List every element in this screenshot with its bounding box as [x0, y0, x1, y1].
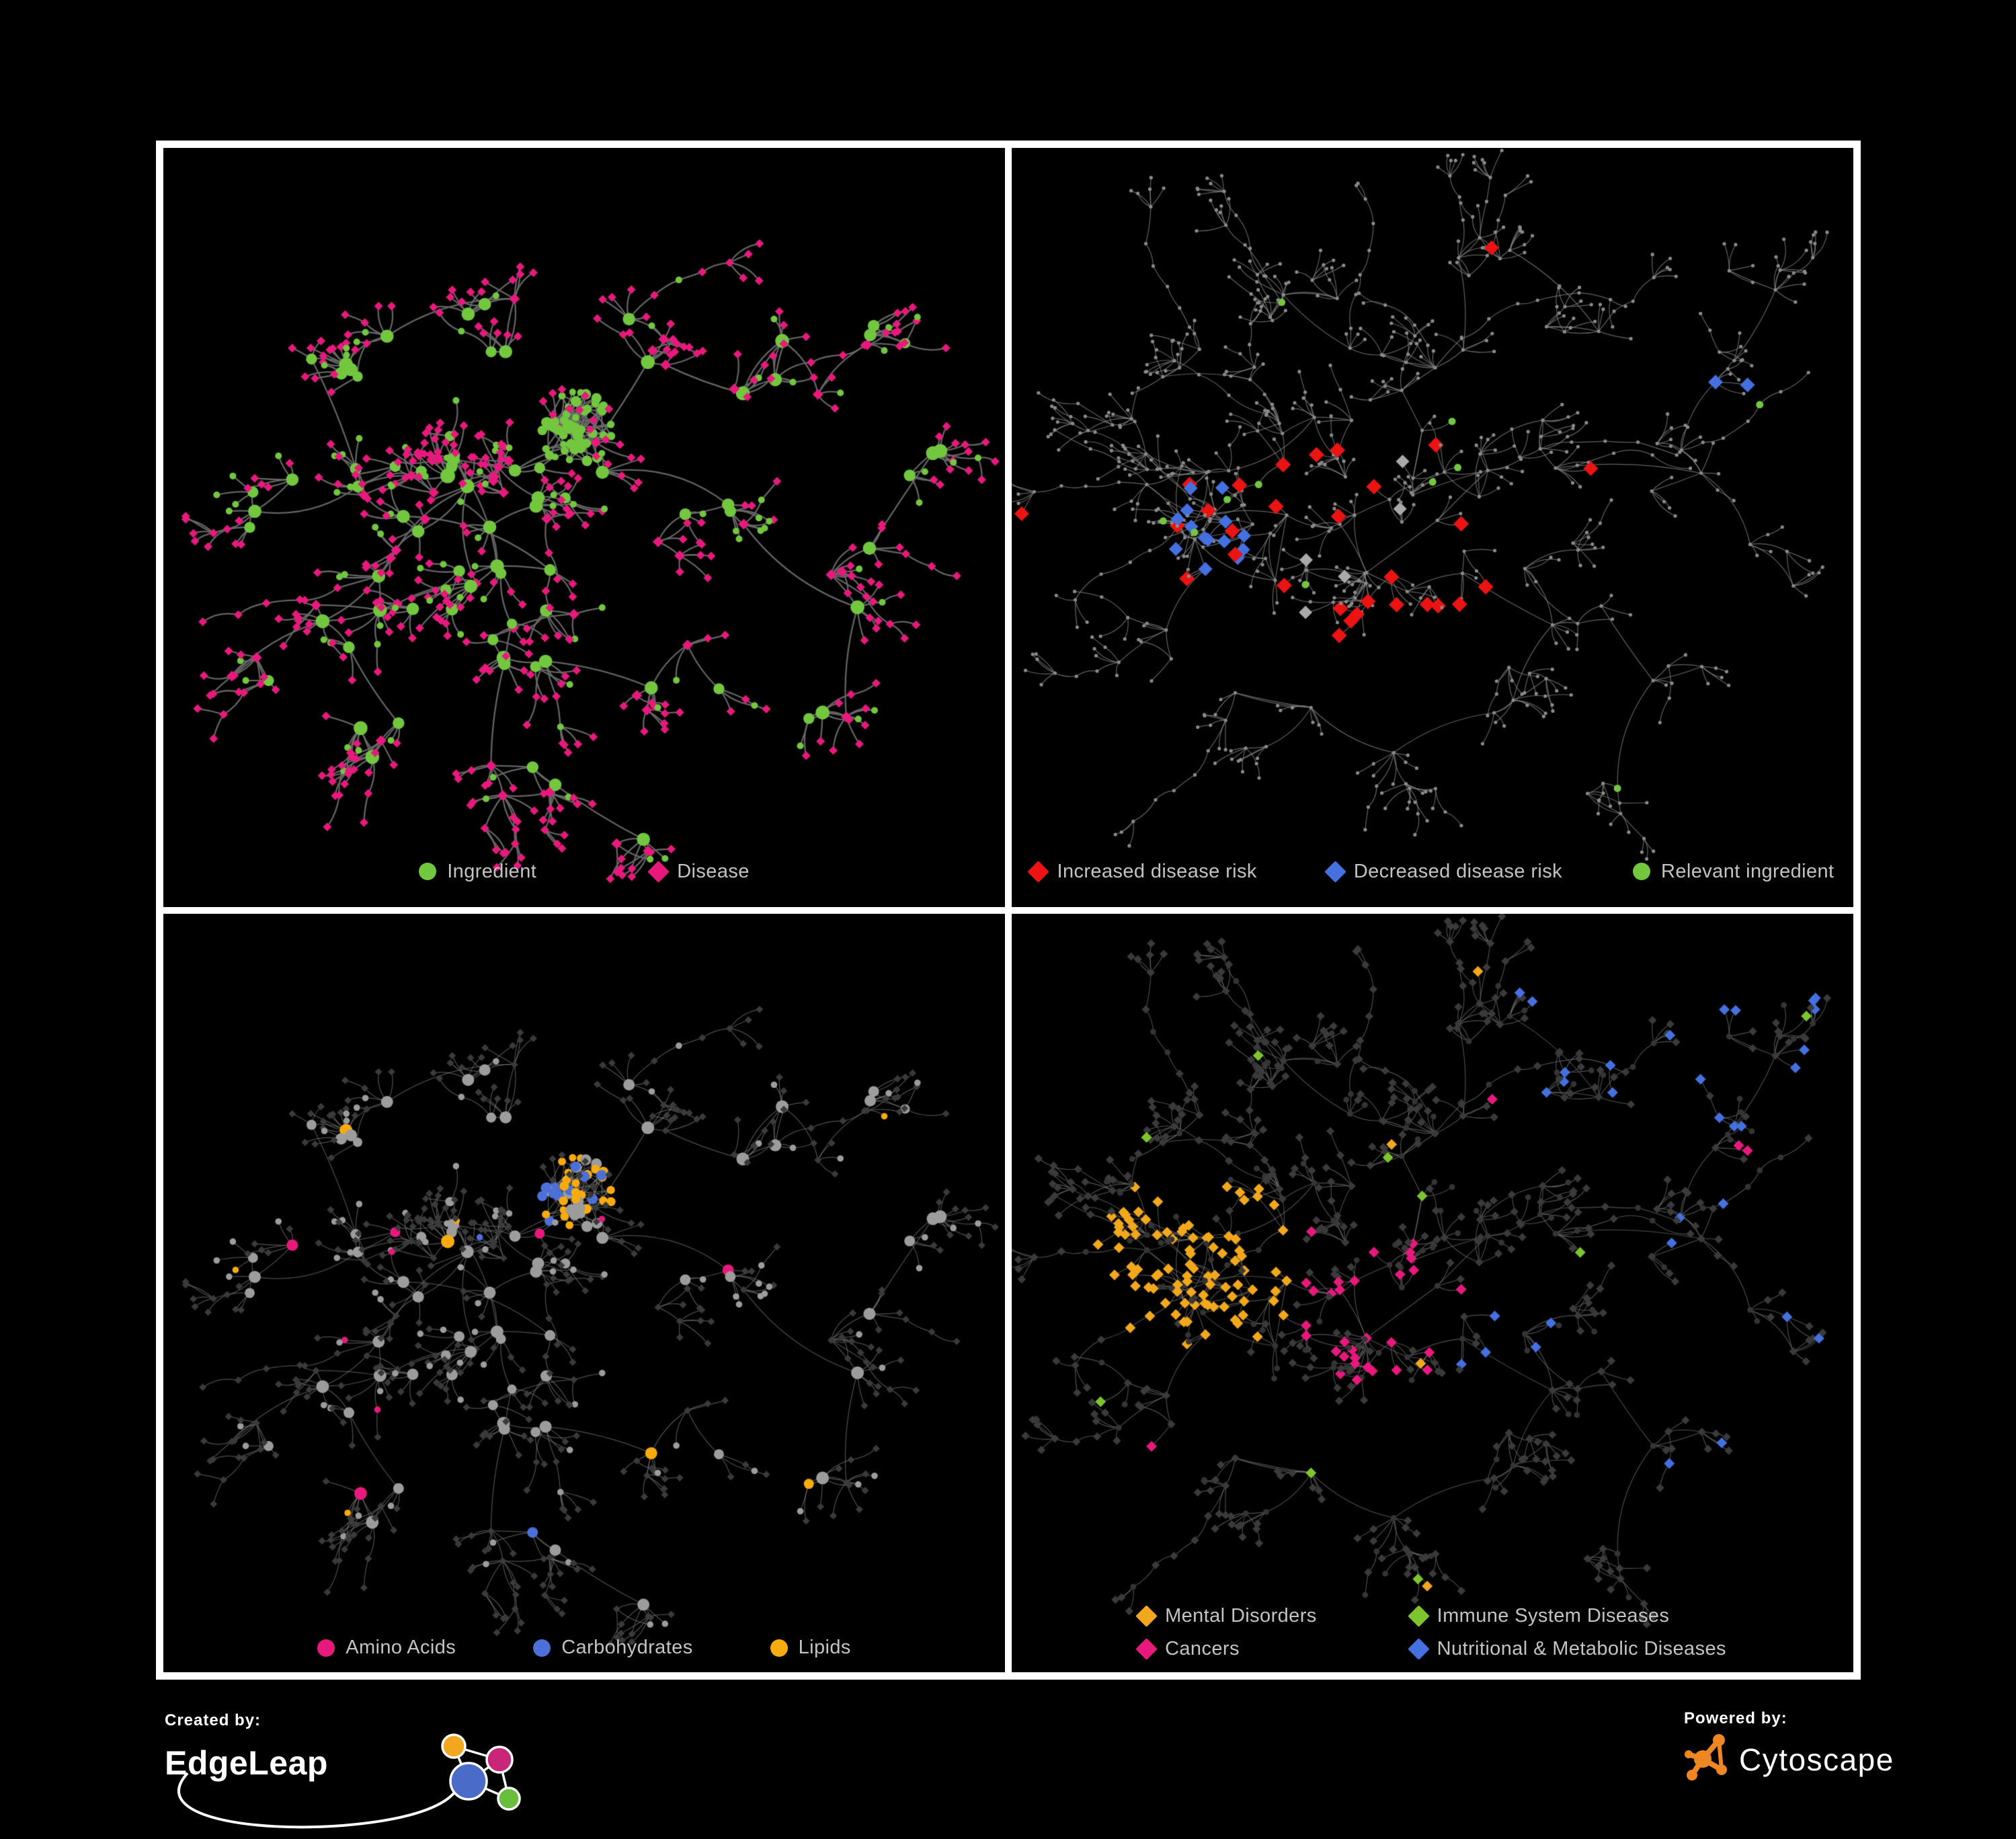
decreased-risk-marker-icon [1324, 860, 1346, 883]
legend-label: Nutritional & Metabolic Diseases [1437, 1638, 1726, 1659]
immune-diseases-marker-icon [1407, 1605, 1430, 1627]
disease-marker-icon [647, 860, 670, 883]
created-by-label: Created by: [165, 1711, 261, 1729]
cytoscape-credit: Powered by: Cytoscape [1684, 1709, 1894, 1787]
legend-disease-categories: Mental Disorders Immune System Diseases … [1018, 1605, 1847, 1660]
network-canvas-ingredient-disease [163, 148, 1005, 907]
legend-label: Disease [677, 860, 750, 882]
increased-risk-marker-icon [1027, 860, 1050, 883]
legend-label: Carbohydrates [561, 1637, 693, 1658]
nutritional-diseases-marker-icon [1407, 1638, 1430, 1660]
network-canvas-disease-categories [1012, 913, 1853, 1672]
legend-label: Amino Acids [346, 1637, 456, 1658]
legend-item: Immune System Diseases [1407, 1605, 1726, 1627]
powered-by-label: Powered by: [1684, 1709, 1787, 1727]
cytoscape-brand: Cytoscape [1739, 1742, 1894, 1777]
legend-item: Decreased disease risk [1324, 860, 1563, 883]
amino-acids-marker-icon [317, 1639, 335, 1657]
edgeleap-brand: EdgeLeap [165, 1744, 328, 1782]
mental-disorders-marker-icon [1135, 1605, 1158, 1627]
legend-ingredient-disease: Ingredient Disease [170, 861, 998, 883]
lipids-marker-icon [770, 1639, 788, 1657]
panel-disease-categories: Mental Disorders Immune System Diseases … [1008, 910, 1857, 1676]
legend-item: Lipids [770, 1637, 851, 1659]
edgeleap-logo: EdgeLeap [165, 1733, 541, 1834]
legend-label: Mental Disorders [1165, 1605, 1317, 1627]
panel-disease-risk: Increased disease risk Decreased disease… [1008, 145, 1857, 910]
legend-item: Nutritional & Metabolic Diseases [1407, 1638, 1726, 1660]
ingredient-marker-icon [419, 863, 437, 880]
legend-label: Relevant ingredient [1661, 860, 1834, 882]
legend-label: Immune System Diseases [1437, 1605, 1670, 1627]
carbohydrates-marker-icon [533, 1639, 551, 1657]
legend-label: Ingredient [447, 860, 537, 882]
figure-grid: Ingredient Disease Increased disease ris… [160, 145, 1857, 1676]
legend-label: Cancers [1165, 1638, 1240, 1659]
legend-item: Increased disease risk [1027, 860, 1257, 883]
legend-label: Increased disease risk [1057, 860, 1257, 882]
relevant-ingredient-marker-icon [1633, 863, 1651, 880]
cytoscape-logo-icon [1685, 1734, 1727, 1781]
cytoscape-logo: Cytoscape [1684, 1732, 1894, 1787]
legend-item: Mental Disorders [1135, 1605, 1317, 1627]
cancers-marker-icon [1135, 1638, 1158, 1660]
network-canvas-macronutrients [163, 913, 1005, 1672]
edgeleap-logo-icon [177, 1733, 521, 1829]
legend-label: Lipids [798, 1637, 851, 1658]
legend-item: Cancers [1135, 1638, 1317, 1660]
legend-label: Decreased disease risk [1353, 860, 1563, 882]
legend-disease-risk: Increased disease risk Decreased disease… [1018, 861, 1847, 883]
legend-item: Disease [647, 860, 750, 883]
panel-macronutrients: Amino Acids Carbohydrates Lipids [160, 910, 1008, 1676]
legend-item: Ingredient [419, 861, 536, 883]
edgeleap-credit: Created by: EdgeLeap [165, 1711, 541, 1834]
legend-item: Amino Acids [317, 1637, 456, 1659]
legend-item: Relevant ingredient [1633, 861, 1834, 883]
network-canvas-disease-risk [1012, 148, 1853, 907]
legend-item: Carbohydrates [533, 1637, 692, 1659]
legend-macronutrients: Amino Acids Carbohydrates Lipids [170, 1637, 998, 1659]
panel-ingredient-disease: Ingredient Disease [160, 145, 1008, 910]
